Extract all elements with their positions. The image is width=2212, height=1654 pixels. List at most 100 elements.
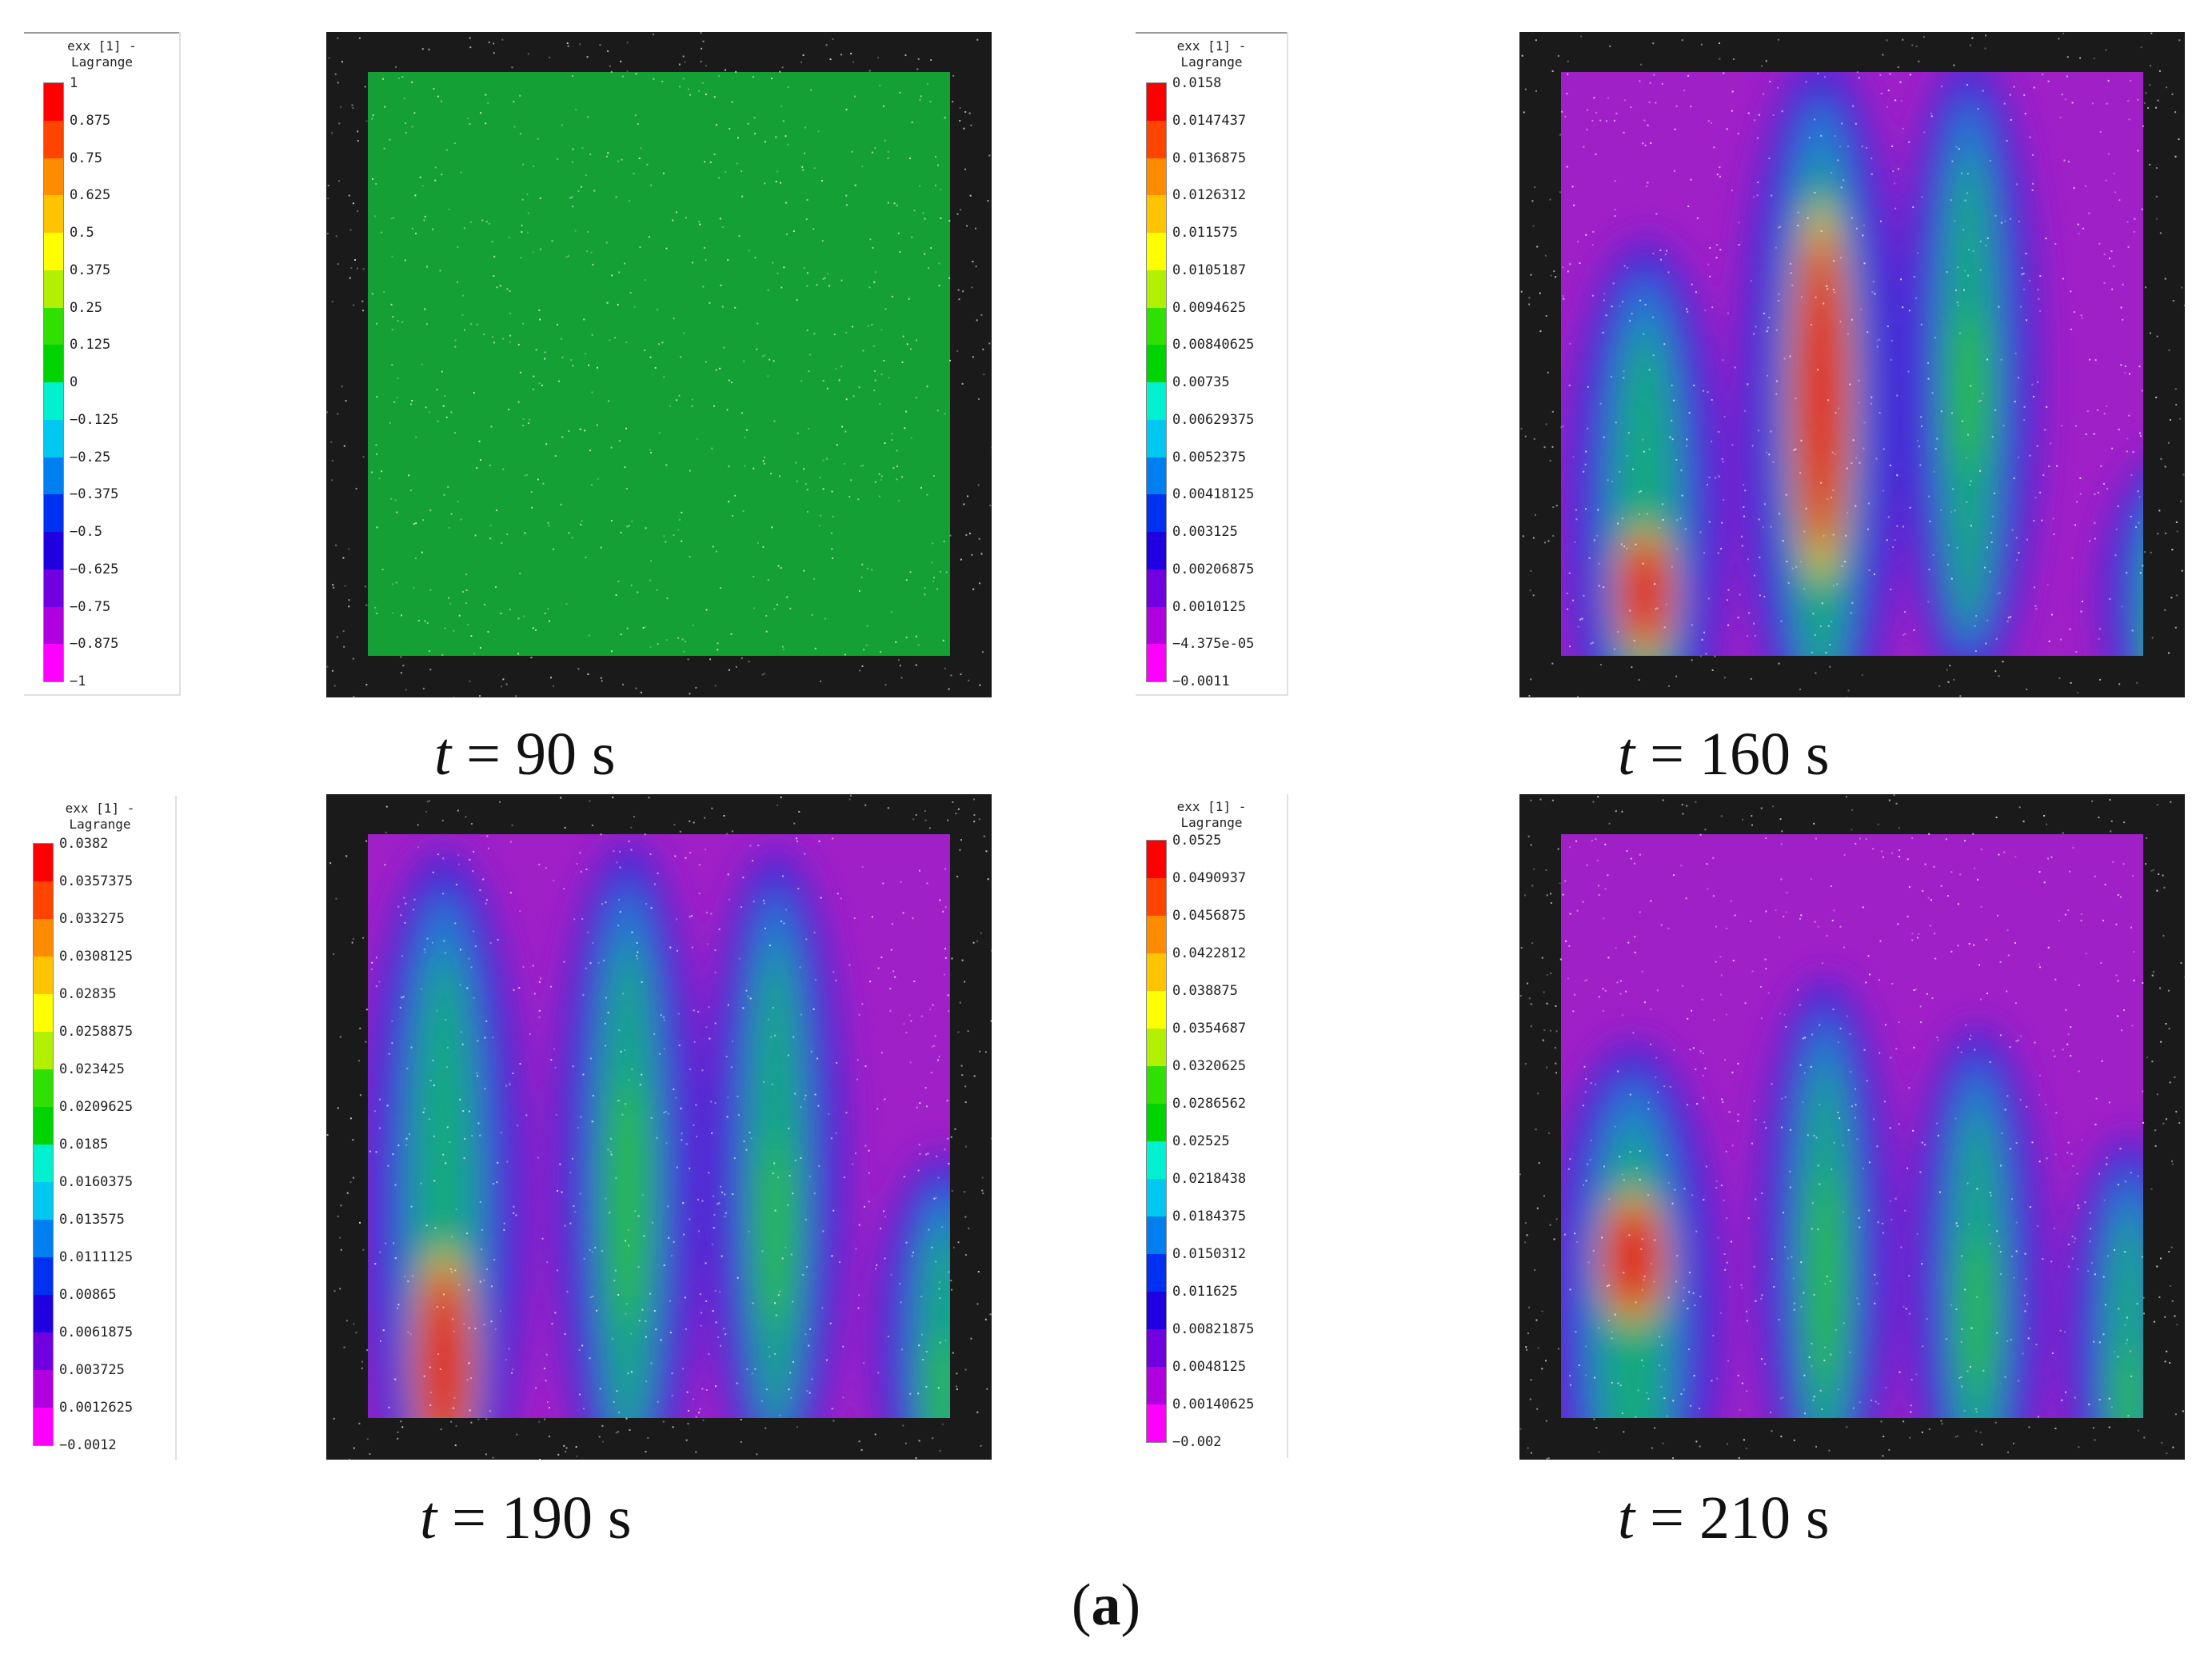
legend-title: exx [1] - Lagrange xyxy=(1136,32,1288,74)
colorbar-cell xyxy=(1147,233,1166,270)
colorbar-cell xyxy=(1147,382,1166,420)
colorbar-cell xyxy=(34,957,53,994)
colorbar-cell xyxy=(1147,916,1166,953)
strain-hotspot xyxy=(417,1266,470,1418)
colorbar-cell xyxy=(1147,1104,1166,1141)
colorbar-cell xyxy=(44,158,63,196)
strain-map xyxy=(326,794,992,1460)
colorbar-cell xyxy=(34,881,53,919)
colorbar-cell xyxy=(1147,120,1166,158)
colorbar-cell xyxy=(34,1295,53,1332)
colorbar-tick-label: 0.375 xyxy=(70,262,111,278)
colorbar-tick-label: 0.0184375 xyxy=(1172,1209,1247,1225)
colorbar-tick-label: 0.0150312 xyxy=(1172,1246,1247,1262)
colorbar-tick-label: 0.0012625 xyxy=(59,1400,134,1416)
colorbar-cell xyxy=(1147,606,1166,645)
colorbar-tick-label: −0.002 xyxy=(1172,1434,1222,1450)
colorbar-cell xyxy=(44,83,63,121)
colorbar-cell xyxy=(1147,195,1166,233)
colorbar-tick-label: 0.875 xyxy=(70,112,111,129)
colorbar-cell xyxy=(34,1145,53,1182)
colorbar-cell xyxy=(1147,878,1166,916)
colorbar-cell xyxy=(1147,1404,1166,1442)
colorbar-cell xyxy=(1147,1217,1166,1254)
colorbar-cell xyxy=(44,382,63,420)
strain-hotspot xyxy=(1619,536,1671,648)
colorbar-cell xyxy=(34,1408,53,1445)
colorbar-tick-label: −0.875 xyxy=(70,636,119,653)
colorbar-tick-label: 0.0209625 xyxy=(59,1099,134,1115)
time-label-190s: t = 190 s xyxy=(420,1484,632,1552)
colorbar-cell xyxy=(44,419,63,457)
colorbar-cell xyxy=(1147,457,1166,495)
speckle-pattern xyxy=(1520,32,2185,697)
colorbar-tick-label: −0.0012 xyxy=(59,1437,117,1453)
speckle-pattern xyxy=(1519,794,2185,1460)
legend-210s: exx [1] - Lagrange 0.0525 0.0490937 0.0456… xyxy=(1136,794,1288,1458)
colorbar-cell xyxy=(34,919,53,957)
strain-hotspot xyxy=(1807,1170,1843,1394)
strain-hotspot xyxy=(1795,232,1847,552)
colorbar-cell xyxy=(1147,270,1166,308)
colorbar-tick-label: 0.013575 xyxy=(59,1212,125,1228)
colorbar-tick-label: 0.00629375 xyxy=(1172,411,1255,428)
colorbar-cell xyxy=(34,1032,53,1069)
colorbar-tick-label: 0.0382 xyxy=(59,836,109,852)
colorbar-tick-label: 0.0354687 xyxy=(1172,1021,1247,1037)
colorbar-cell xyxy=(1147,419,1166,457)
colorbar-cell xyxy=(1147,307,1166,346)
strain-field-190s xyxy=(326,794,992,1460)
strain-hotspot xyxy=(757,1138,795,1330)
colorbar-cell xyxy=(44,606,63,645)
strain-region xyxy=(368,72,950,656)
colorbar-cell xyxy=(34,1182,53,1220)
figure-caption: (a) xyxy=(1071,1572,1141,1638)
colorbar-cell xyxy=(1147,953,1166,991)
colorbar-cell xyxy=(1147,841,1166,878)
colorbar-tick-label: 0.00821875 xyxy=(1172,1321,1255,1337)
colorbar-tick-label: 0.011625 xyxy=(1172,1284,1238,1300)
strain-hotspot xyxy=(1604,1202,1662,1314)
colorbar-tick-label: 0.0286562 xyxy=(1172,1096,1247,1112)
time-label-90s: t = 90 s xyxy=(434,721,616,788)
legend-160s: exx [1] - Lagrange 0.0158 0.0147437 0.0136… xyxy=(1136,32,1288,696)
colorbar-tick-label: 1 xyxy=(70,75,78,91)
colorbar-tick-label: 0.0158 xyxy=(1172,75,1222,91)
colorbar-tick-label: 0.0105187 xyxy=(1172,262,1247,278)
strain-hotspot xyxy=(1950,312,1988,472)
speckle-pattern xyxy=(326,32,992,697)
colorbar xyxy=(1146,840,1167,1443)
colorbar-tick-label: −1 xyxy=(70,673,86,689)
colorbar-tick-label: 0.003725 xyxy=(59,1362,125,1378)
colorbar-cell xyxy=(1147,1254,1166,1292)
colorbar-cell xyxy=(34,994,53,1032)
colorbar-tick-label: 0.033275 xyxy=(59,911,125,927)
colorbar-tick-label: 0.00840625 xyxy=(1172,337,1255,354)
strain-field-160s xyxy=(1519,32,2185,697)
strain-band xyxy=(2134,518,2143,656)
colorbar-cell xyxy=(44,195,63,233)
colorbar-cell xyxy=(44,120,63,158)
colorbar-cell xyxy=(44,532,63,569)
colorbar-tick-label: 0.00206875 xyxy=(1172,561,1255,577)
colorbar-tick-label: 0.75 xyxy=(70,150,102,166)
colorbar-cell xyxy=(1147,1292,1166,1329)
colorbar-cell xyxy=(34,1069,53,1107)
colorbar-cell xyxy=(44,307,63,346)
colorbar-tick-label: 0.0320625 xyxy=(1172,1058,1247,1074)
colorbar-tick-label: 0.0422812 xyxy=(1172,945,1247,961)
colorbar-tick-label: 0.0094625 xyxy=(1172,299,1247,316)
colorbar-cell xyxy=(1147,83,1166,121)
colorbar-tick-label: 0.0052375 xyxy=(1172,449,1247,465)
colorbar-tick-label: −0.625 xyxy=(70,561,119,577)
colorbar-tick-label: 0.0490937 xyxy=(1172,870,1247,886)
colorbar-cell xyxy=(1147,532,1166,569)
colorbar-tick-label: 0.125 xyxy=(70,337,111,354)
colorbar-tick-label: −0.125 xyxy=(70,411,119,428)
colorbar xyxy=(43,82,64,682)
colorbar-cell xyxy=(1147,345,1166,382)
colorbar-tick-label: 0.0308125 xyxy=(59,949,134,965)
colorbar-cell xyxy=(34,844,53,881)
colorbar-tick-label: −0.0011 xyxy=(1172,673,1230,689)
legend-title: exx [1] - Lagrange xyxy=(1176,799,1247,830)
